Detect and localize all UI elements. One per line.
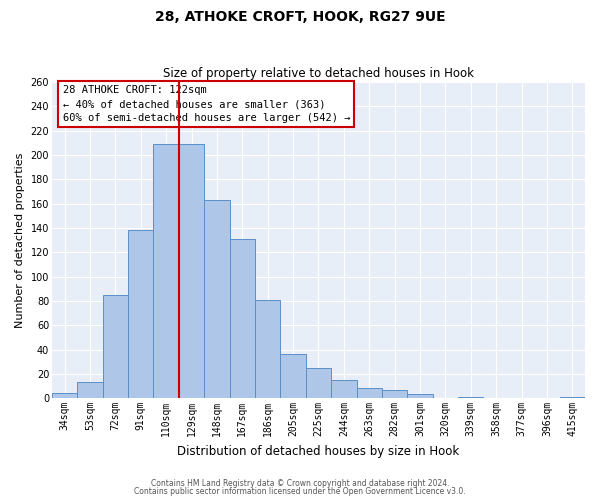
Bar — [128, 230, 154, 398]
Bar — [280, 354, 306, 398]
Bar — [382, 390, 407, 398]
Text: 28 ATHOKE CROFT: 122sqm
← 40% of detached houses are smaller (363)
60% of semi-d: 28 ATHOKE CROFT: 122sqm ← 40% of detache… — [62, 85, 350, 123]
Bar — [255, 300, 280, 398]
X-axis label: Distribution of detached houses by size in Hook: Distribution of detached houses by size … — [178, 444, 460, 458]
Bar — [458, 397, 484, 398]
Bar — [77, 382, 103, 398]
Bar — [179, 144, 204, 398]
Bar — [103, 295, 128, 398]
Bar — [154, 144, 179, 398]
Y-axis label: Number of detached properties: Number of detached properties — [15, 152, 25, 328]
Bar — [204, 200, 230, 398]
Text: 28, ATHOKE CROFT, HOOK, RG27 9UE: 28, ATHOKE CROFT, HOOK, RG27 9UE — [155, 10, 445, 24]
Bar — [407, 394, 433, 398]
Title: Size of property relative to detached houses in Hook: Size of property relative to detached ho… — [163, 66, 474, 80]
Bar — [306, 368, 331, 398]
Bar — [331, 380, 356, 398]
Bar — [356, 388, 382, 398]
Bar — [560, 397, 585, 398]
Text: Contains HM Land Registry data © Crown copyright and database right 2024.: Contains HM Land Registry data © Crown c… — [151, 478, 449, 488]
Bar — [230, 239, 255, 398]
Text: Contains public sector information licensed under the Open Government Licence v3: Contains public sector information licen… — [134, 487, 466, 496]
Bar — [52, 394, 77, 398]
